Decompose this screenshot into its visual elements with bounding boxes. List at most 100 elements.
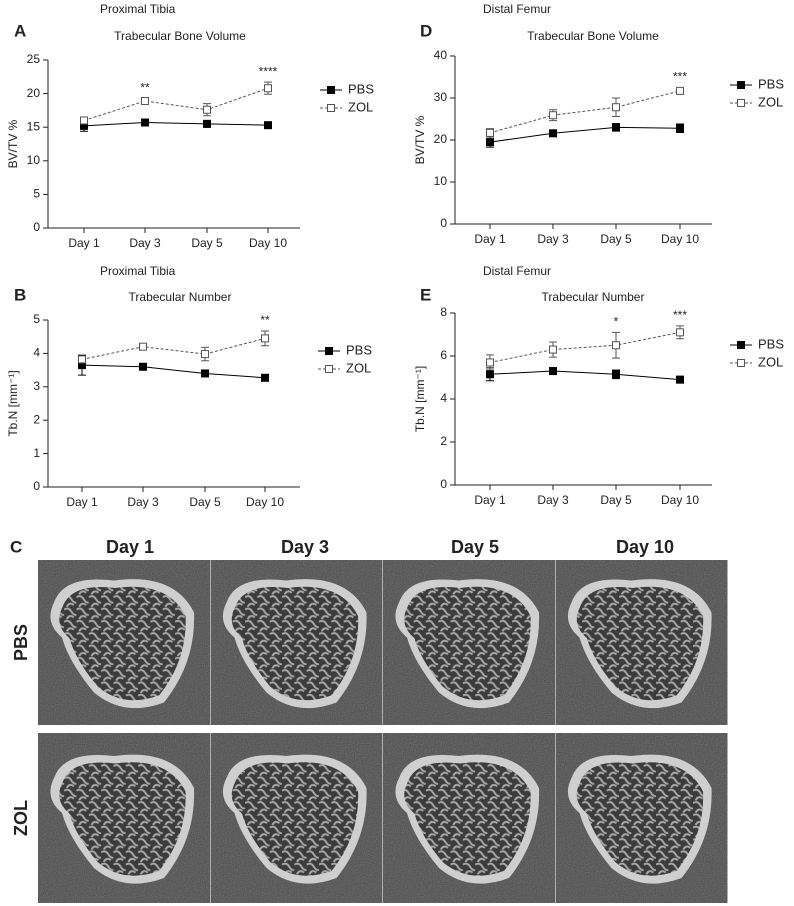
legend-label: ZOL <box>758 94 783 109</box>
y-tick-label: 2 <box>33 412 40 426</box>
data-point <box>264 84 272 93</box>
bone-trabeculae <box>404 586 531 701</box>
data-point <box>264 121 272 130</box>
y-tick-label: 5 <box>33 312 40 326</box>
data-point <box>486 128 494 137</box>
series-line <box>83 121 269 127</box>
data-point <box>549 129 557 138</box>
x-tick-label: Day 5 <box>189 495 221 509</box>
data-point <box>549 345 557 354</box>
y-tick-label: 4 <box>33 346 40 360</box>
data-point <box>676 375 684 384</box>
bone-trabeculae <box>404 762 531 876</box>
y-tick-label: 15 <box>27 119 41 133</box>
legend-label: ZOL <box>348 99 373 114</box>
panel-letter: D <box>420 21 432 40</box>
series-line <box>489 331 681 363</box>
y-tick-label: 25 <box>27 52 41 66</box>
legend-label: PBS <box>758 76 784 91</box>
y-axis-label: BV/TV % <box>413 115 427 164</box>
data-point <box>486 358 494 367</box>
y-tick-label: 0 <box>33 479 40 493</box>
x-tick-label: Day 1 <box>66 495 98 509</box>
legend-marker <box>327 86 335 94</box>
y-tick-label: 0 <box>440 477 447 491</box>
y-tick-label: 30 <box>434 90 448 104</box>
chart-title: Proximal Tibia <box>100 2 176 16</box>
legend-label: PBS <box>758 336 784 351</box>
row-label: ZOL <box>11 800 31 836</box>
significance-label: **** <box>259 64 278 78</box>
significance-label: *** <box>673 70 687 84</box>
series-line <box>489 90 681 134</box>
series-line <box>489 126 681 143</box>
panel-letter: C <box>10 537 22 556</box>
y-tick-label: 5 <box>33 187 40 201</box>
y-axis-label: Tb.N [mm⁻¹] <box>413 366 427 432</box>
legend-label: ZOL <box>346 360 371 375</box>
x-tick-label: Day 1 <box>68 236 100 250</box>
legend-marker <box>327 104 335 112</box>
significance-label: *** <box>673 308 687 322</box>
data-point <box>549 367 557 376</box>
panel-letter: E <box>420 285 431 304</box>
data-point <box>201 350 209 359</box>
bone-trabeculae <box>576 586 704 701</box>
data-point <box>676 328 684 337</box>
y-tick-label: 20 <box>27 86 41 100</box>
x-tick-label: Day 10 <box>246 495 284 509</box>
y-tick-label: 1 <box>33 446 40 460</box>
column-label: Day 1 <box>106 537 154 557</box>
legend-label: PBS <box>348 81 374 96</box>
panel-letter: B <box>14 285 26 304</box>
legend-label: PBS <box>346 342 372 357</box>
legend-marker <box>737 341 745 349</box>
data-point <box>612 103 620 112</box>
y-tick-label: 20 <box>434 132 448 146</box>
bone-trabeculae <box>231 762 359 876</box>
y-tick-label: 0 <box>33 220 40 234</box>
data-point <box>141 96 149 105</box>
chart-title: Proximal Tibia <box>100 264 176 278</box>
chart-subtitle: Trabecular Number <box>542 290 645 304</box>
data-point <box>486 370 494 379</box>
chart-title: Distal Femur <box>483 2 551 16</box>
data-point <box>141 118 149 127</box>
data-point <box>203 105 211 114</box>
legend-marker <box>737 99 745 107</box>
data-point <box>78 355 86 364</box>
y-tick-label: 10 <box>434 174 448 188</box>
chart-subtitle: Trabecular Number <box>129 290 232 304</box>
data-point <box>139 342 147 351</box>
data-point <box>261 373 269 382</box>
y-tick-label: 4 <box>440 391 447 405</box>
significance-label: ** <box>260 313 270 327</box>
data-point <box>612 123 620 132</box>
y-axis-label: BV/TV % <box>6 119 20 168</box>
data-point <box>486 138 494 147</box>
bone-trabeculae <box>59 586 186 701</box>
y-tick-label: 40 <box>434 48 448 62</box>
y-tick-label: 2 <box>440 434 447 448</box>
x-tick-label: Day 3 <box>129 236 161 250</box>
data-point <box>203 119 211 128</box>
legend-marker <box>325 347 333 355</box>
data-point <box>612 370 620 379</box>
series-line <box>489 370 681 381</box>
x-tick-label: Day 3 <box>537 232 569 246</box>
data-point <box>612 341 620 350</box>
x-tick-label: Day 10 <box>661 232 699 246</box>
row-label: PBS <box>11 624 31 661</box>
significance-label: * <box>614 315 619 329</box>
data-point <box>549 111 557 120</box>
bone-trabeculae <box>231 586 359 701</box>
data-point <box>261 334 269 343</box>
x-tick-label: Day 5 <box>600 232 632 246</box>
data-point <box>676 124 684 133</box>
data-point <box>80 116 88 125</box>
x-tick-label: Day 5 <box>600 493 632 507</box>
y-axis-label: Tb.N [mm⁻¹] <box>6 370 20 436</box>
panel-letter: A <box>14 21 26 40</box>
bone-trabeculae <box>576 762 704 876</box>
